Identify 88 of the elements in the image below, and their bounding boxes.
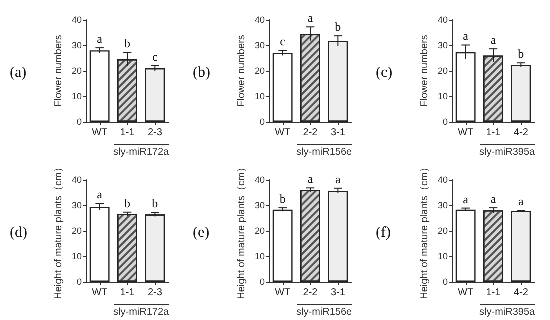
- bar: [90, 207, 110, 282]
- data-label: a: [463, 29, 470, 44]
- y-axis-title: Flower numbers: [420, 35, 430, 107]
- y-axis-title: Flower numbers: [54, 35, 64, 107]
- y-tick-label: 30: [254, 200, 265, 210]
- data-label: c: [152, 50, 158, 64]
- data-label: c: [280, 34, 286, 49]
- text: (b): [193, 65, 210, 82]
- x-axis-title: sly-miR172a: [114, 304, 170, 318]
- text: (d): [10, 225, 28, 242]
- x-tick-label: 3-1: [330, 128, 346, 138]
- data-label: a: [97, 188, 104, 202]
- y-tick-label: 40: [438, 175, 448, 185]
- y-tick-label: 0: [260, 277, 265, 287]
- x-tick-label: WT: [458, 128, 474, 138]
- x-tick-label: 4-2: [514, 128, 529, 138]
- x-tick-label: WT: [458, 288, 474, 298]
- x-axis-title: sly-miR395a: [480, 144, 536, 158]
- bar: [272, 210, 293, 282]
- x-axis-title: sly-miR156e: [296, 304, 352, 318]
- y-tick-label: 20: [254, 226, 265, 236]
- y-tick-label: 0: [76, 277, 82, 287]
- y-axis-title: Height of mature plants（cm）: [236, 162, 248, 300]
- data-label: a: [463, 192, 470, 206]
- y-tick-label: 10: [254, 92, 265, 102]
- data-label: b: [280, 192, 286, 206]
- bar: [90, 50, 110, 122]
- x-tick-label: WT: [92, 288, 108, 298]
- x-tick-label: WT: [275, 288, 291, 298]
- x-tick-label: 1-1: [486, 128, 502, 138]
- y-tick-label: 40: [72, 175, 82, 185]
- y-tick-label: 40: [254, 15, 265, 25]
- y-tick-label: 40: [254, 175, 265, 185]
- y-tick-label: 30: [254, 40, 265, 50]
- y-tick-label: 0: [260, 117, 265, 127]
- data-label: a: [336, 172, 342, 186]
- y-tick-label: 20: [438, 66, 448, 76]
- x-tick-label: 1-1: [120, 128, 136, 138]
- data-label: a: [308, 172, 314, 186]
- y-tick-label: 0: [442, 117, 448, 127]
- y-tick-label: 30: [438, 200, 448, 210]
- data-label: a: [518, 194, 525, 209]
- text: (e): [193, 225, 210, 242]
- bar: [272, 53, 293, 122]
- y-tick-label: 20: [72, 226, 82, 236]
- x-tick-label: 1-1: [486, 288, 502, 298]
- y-tick-label: 20: [72, 66, 82, 76]
- y-tick-label: 30: [72, 40, 82, 50]
- data-label: b: [124, 36, 130, 51]
- x-tick-label: 3-1: [330, 288, 346, 298]
- y-tick-label: 0: [442, 277, 448, 287]
- x-tick-label: 2-2: [303, 128, 318, 138]
- y-axis-title: Flower numbers: [236, 35, 248, 107]
- x-axis-title: sly-miR172a: [114, 144, 170, 158]
- y-tick-label: 10: [72, 92, 82, 102]
- y-tick-label: 20: [254, 66, 265, 76]
- text: (c): [376, 65, 393, 82]
- x-axis-title: sly-miR156e: [296, 144, 352, 158]
- y-tick-label: 30: [72, 200, 82, 210]
- y-tick-label: 10: [438, 92, 448, 102]
- data-label: b: [124, 196, 130, 210]
- text: (f): [376, 225, 391, 242]
- data-label: a: [490, 33, 497, 48]
- x-tick-label: 2-3: [148, 128, 163, 138]
- data-label: b: [518, 47, 524, 62]
- x-tick-label: WT: [275, 128, 291, 138]
- x-axis-title: sly-miR395a: [480, 304, 536, 318]
- y-tick-label: 10: [72, 252, 82, 262]
- y-tick-label: 40: [438, 15, 448, 25]
- y-tick-label: 10: [254, 252, 265, 262]
- y-tick-label: 40: [72, 15, 82, 25]
- data-label: a: [490, 192, 497, 206]
- text: (a): [10, 65, 27, 82]
- x-tick-label: 1-1: [120, 288, 136, 298]
- data-label: b: [335, 20, 342, 34]
- data-label: b: [152, 196, 158, 211]
- x-tick-label: WT: [92, 128, 108, 138]
- y-axis-title: Height of mature plants（cm）: [420, 162, 430, 300]
- y-tick-label: 0: [76, 117, 82, 127]
- y-tick-label: 20: [438, 226, 448, 236]
- data-label: a: [97, 32, 104, 46]
- x-tick-label: 2-3: [148, 288, 163, 298]
- x-tick-label: 2-2: [303, 288, 318, 298]
- y-axis-title: Height of mature plants（cm）: [54, 162, 64, 300]
- y-tick-label: 30: [438, 40, 448, 50]
- x-tick-label: 4-2: [514, 288, 529, 298]
- data-label: a: [308, 11, 314, 26]
- y-tick-label: 10: [438, 252, 448, 262]
